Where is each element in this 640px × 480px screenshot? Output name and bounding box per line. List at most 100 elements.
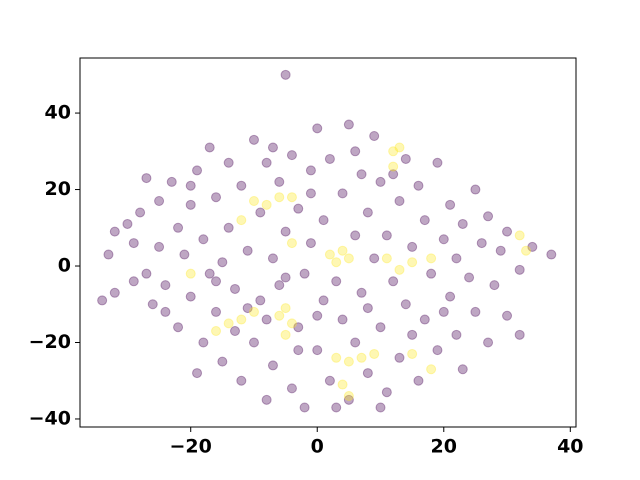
- point: [274, 310, 285, 321]
- point: [217, 257, 228, 268]
- point: [337, 314, 348, 325]
- point: [356, 352, 367, 363]
- point: [407, 241, 418, 252]
- point: [381, 230, 392, 241]
- point: [185, 268, 196, 279]
- point: [305, 188, 316, 199]
- point: [324, 249, 335, 260]
- point: [407, 257, 418, 268]
- point: [274, 176, 285, 187]
- point: [527, 241, 538, 252]
- point: [502, 310, 513, 321]
- point: [217, 356, 228, 367]
- point: [154, 196, 165, 207]
- point: [97, 295, 108, 306]
- point: [426, 268, 437, 279]
- y-tick-label: 0: [58, 255, 71, 277]
- point: [103, 249, 114, 260]
- point: [312, 345, 323, 356]
- point: [407, 329, 418, 340]
- point: [318, 295, 329, 306]
- point: [337, 245, 348, 256]
- point: [109, 287, 120, 298]
- point: [211, 276, 222, 287]
- point: [413, 375, 424, 386]
- point: [495, 245, 506, 256]
- point: [400, 299, 411, 310]
- point: [198, 337, 209, 348]
- point: [255, 207, 266, 218]
- point: [476, 238, 487, 249]
- point: [192, 165, 203, 176]
- point: [280, 69, 291, 80]
- point: [128, 276, 139, 287]
- point: [160, 306, 171, 317]
- point: [457, 218, 468, 229]
- point: [356, 287, 367, 298]
- point: [451, 329, 462, 340]
- point: [230, 283, 240, 294]
- y-tick-label: −40: [29, 407, 71, 429]
- point: [267, 253, 278, 264]
- point: [331, 257, 342, 268]
- point: [286, 318, 297, 329]
- point: [154, 241, 165, 252]
- point: [236, 375, 247, 386]
- point: [312, 123, 323, 134]
- point: [211, 192, 222, 203]
- point: [198, 234, 209, 245]
- point: [185, 291, 196, 302]
- point: [318, 215, 329, 226]
- point: [432, 345, 443, 356]
- x-tick-label: 0: [311, 436, 324, 458]
- point: [489, 280, 500, 291]
- point: [356, 169, 367, 180]
- point: [211, 326, 222, 337]
- point: [362, 303, 373, 314]
- point: [394, 142, 405, 153]
- x-tick-label: 40: [557, 436, 583, 458]
- point: [388, 146, 399, 157]
- point: [299, 402, 310, 413]
- point: [286, 150, 297, 161]
- point: [147, 299, 158, 310]
- point: [223, 222, 234, 233]
- point: [451, 253, 462, 264]
- point: [362, 207, 373, 218]
- point: [514, 329, 525, 340]
- point: [299, 268, 310, 279]
- point: [483, 211, 494, 222]
- point: [261, 314, 272, 325]
- point: [280, 226, 291, 237]
- point: [261, 199, 272, 210]
- point: [248, 196, 259, 207]
- point: [293, 322, 304, 333]
- point: [388, 161, 399, 172]
- point: [166, 176, 177, 187]
- point: [483, 337, 494, 348]
- point: [192, 368, 203, 379]
- point: [312, 310, 323, 321]
- x-tick-label: 20: [431, 436, 457, 458]
- point: [350, 337, 361, 348]
- axes-frame: [79, 57, 577, 428]
- point: [369, 131, 380, 142]
- point: [293, 203, 304, 214]
- point: [236, 314, 247, 325]
- point: [419, 215, 430, 226]
- point: [546, 249, 557, 260]
- point: [179, 249, 190, 260]
- point: [242, 245, 253, 256]
- point: [236, 215, 247, 226]
- point: [135, 207, 146, 218]
- point: [255, 295, 266, 306]
- point: [236, 180, 247, 191]
- point: [223, 318, 234, 329]
- point: [514, 264, 525, 275]
- y-tick-label: −20: [29, 331, 71, 353]
- point: [337, 379, 348, 390]
- x-tick-label: −20: [170, 436, 212, 458]
- point: [514, 230, 525, 241]
